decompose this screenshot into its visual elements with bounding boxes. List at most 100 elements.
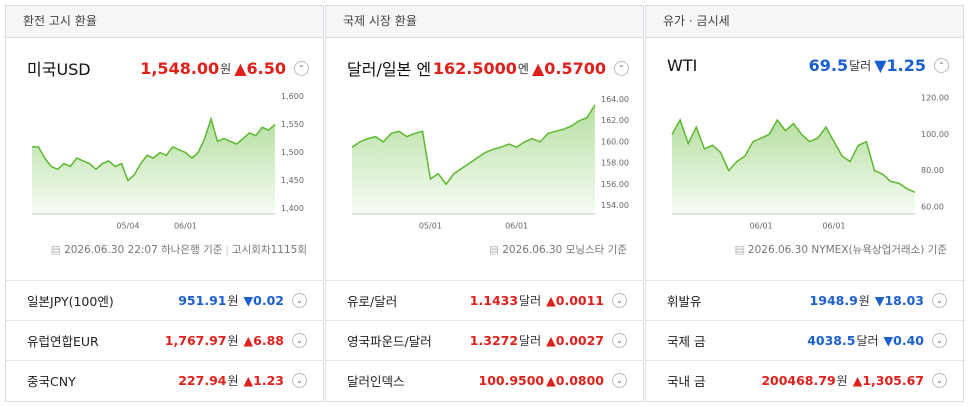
y-tick-label: 1,600 [281, 92, 304, 101]
row-unit: 원 [858, 294, 870, 308]
y-tick-label: 60.00 [921, 202, 944, 211]
row-unit: 원 [227, 374, 239, 388]
row-name: 달러인덱스 [347, 374, 405, 389]
row-value: 227.94 [178, 373, 227, 388]
y-tick-label: 120.00 [921, 94, 949, 103]
row-unit: 원 [227, 294, 239, 308]
toggle-button[interactable]: ⌃ [294, 60, 309, 76]
x-tick-label: 06/01 [174, 222, 197, 231]
quote-value: 162.5000 [432, 58, 517, 78]
y-tick-label: 162.00 [601, 116, 629, 125]
line [32, 116, 276, 182]
quote-row[interactable]: 국내 금 200468.79 원 ▲1,305.67 ⌄ [646, 360, 963, 400]
quote-change: ▼1.25 [874, 56, 926, 75]
y-tick-label: 156.00 [601, 180, 629, 189]
row-name: 휘발유 [667, 294, 702, 309]
toggle-button[interactable]: ⌄ [932, 293, 947, 308]
row-name: 유로/달러 [347, 294, 398, 309]
quote-unit: 엔 [517, 61, 529, 76]
quote-row[interactable]: 유로/달러 1.1433 달러 ▲0.0011 ⌄ [326, 280, 643, 320]
row-change: ▲6.88 [243, 333, 284, 348]
toggle-button[interactable]: ⌄ [292, 333, 307, 348]
panel-header: 국제 시장 환율 [326, 6, 643, 38]
main-quote: 미국USD 1,548.00 원 ▲6.50 ⌃ [27, 56, 309, 80]
row-value: 951.91 [178, 293, 227, 308]
quote-row[interactable]: 중국CNY 227.94 원 ▲1.23 ⌄ [6, 360, 323, 400]
panel-header: 유가 · 금시세 [646, 6, 963, 38]
row-unit: 원 [227, 334, 239, 348]
y-tick-label: 1,450 [281, 176, 304, 185]
panel-header: 환전 고시 환율 [6, 6, 323, 38]
x-tick-label: 05/01 [419, 222, 442, 231]
quote-row[interactable]: 일본JPY(100엔) 951.91 원 ▼0.02 ⌄ [6, 280, 323, 320]
y-tick-label: 160.00 [601, 137, 629, 146]
quote-value: 1,548.00 [140, 58, 220, 78]
toggle-button[interactable]: ⌄ [612, 333, 627, 348]
source-icon: ▤ [734, 244, 748, 256]
source: ▤ 2026.06.30 NYMEX(뉴욕상업거래소) 기준 [735, 242, 947, 257]
row-value: 1.3272 [469, 333, 519, 348]
toggle-button[interactable]: ⌃ [614, 60, 629, 76]
quote-row[interactable]: 유럽연합EUR 1,767.97 원 ▲6.88 ⌄ [6, 320, 323, 360]
area [352, 104, 595, 214]
quote-name: 달러/일본 엔 [347, 60, 432, 79]
source-text: 2026.06.30 모닝스타 기준 [502, 244, 627, 256]
x-tick-label: 06/01 [822, 222, 845, 231]
panel: 국제 시장 환율 달러/일본 엔 162.5000 엔 ▲0.5700 ⌃ ▤ 2026.0… [325, 5, 644, 402]
quote-row[interactable]: 영국파운드/달러 1.3272 달러 ▲0.0027 ⌄ [326, 320, 643, 360]
quote-name: 미국USD [27, 60, 91, 79]
toggle-button[interactable]: ⌄ [612, 373, 627, 388]
x-tick-label: 06/01 [750, 222, 773, 231]
row-value: 100.9500 [478, 373, 545, 388]
toggle-button[interactable]: ⌄ [292, 293, 307, 308]
row-name: 유럽연합EUR [27, 334, 99, 349]
source-icon: ▤ [50, 244, 65, 256]
main-quote: WTI 69.5 달러 ▼1.25 ⌃ [667, 56, 949, 75]
main-quote: 달러/일본 엔 162.5000 엔 ▲0.5700 ⌃ [347, 56, 629, 80]
quote-unit: 원 [220, 61, 232, 76]
quote-change: ▲0.5700 [531, 58, 606, 78]
row-change: ▲0.0011 [546, 293, 604, 308]
mini-chart: 1,600 1,550 1,500 1,450 1,400 05/04 06/01 [32, 92, 304, 231]
x-tick-label: 05/04 [116, 222, 139, 231]
row-change: ▼18.03 [874, 293, 924, 308]
toggle-button[interactable]: ⌄ [292, 373, 307, 388]
y-tick-label: 1,400 [281, 204, 304, 213]
toggle-button[interactable]: ⌄ [932, 333, 947, 348]
y-tick-label: 154.00 [601, 201, 629, 210]
row-change: ▲1,305.67 [852, 373, 924, 388]
area [32, 118, 275, 214]
row-name: 국내 금 [667, 374, 706, 389]
source-text: 2026.06.30 NYMEX(뉴욕상업거래소) 기준 [747, 244, 947, 256]
row-unit: 달러 [519, 334, 542, 348]
row-name: 영국파운드/달러 [347, 334, 432, 349]
quote-row[interactable]: 휘발유 1948.9 원 ▼18.03 ⌄ [646, 280, 963, 320]
toggle-button[interactable]: ⌄ [612, 293, 627, 308]
source-text: 고시회차1115회 [231, 244, 307, 256]
quote-row[interactable]: 달러인덱스 100.9500 ▲0.0800 ⌄ [326, 360, 643, 400]
line [351, 104, 596, 186]
row-change: ▼0.40 [883, 333, 924, 348]
y-tick-label: 164.00 [601, 95, 629, 104]
quote-row[interactable]: 국제 금 4038.5 달러 ▼0.40 ⌄ [646, 320, 963, 360]
toggle-button[interactable]: ⌃ [934, 58, 949, 73]
x-tick-label: 06/01 [505, 222, 528, 231]
panel: 유가 · 금시세 WTI 69.5 달러 ▼1.25 ⌃ ▤ 2026.06.30 NYME… [645, 5, 964, 402]
row-name: 일본JPY(100엔) [27, 294, 114, 309]
row-value: 1,767.97 [164, 333, 227, 348]
row-value: 200468.79 [761, 373, 836, 388]
row-unit: 달러 [519, 294, 542, 308]
row-change: ▲1.23 [243, 373, 284, 388]
row-unit: 달러 [856, 334, 879, 348]
toggle-button[interactable]: ⌄ [932, 373, 947, 388]
mini-chart: 164.00 162.00 160.00 158.00 156.00 154.00 05/0… [351, 95, 629, 231]
y-tick-label: 1,550 [281, 120, 304, 129]
quote-change: ▲6.50 [234, 58, 286, 78]
row-value: 1948.9 [809, 293, 858, 308]
quote-value: 69.5 [808, 56, 849, 75]
y-tick-label: 1,500 [281, 148, 304, 157]
y-tick-label: 158.00 [601, 159, 629, 168]
row-value: 1.1433 [469, 293, 519, 308]
row-name: 국제 금 [667, 334, 706, 349]
